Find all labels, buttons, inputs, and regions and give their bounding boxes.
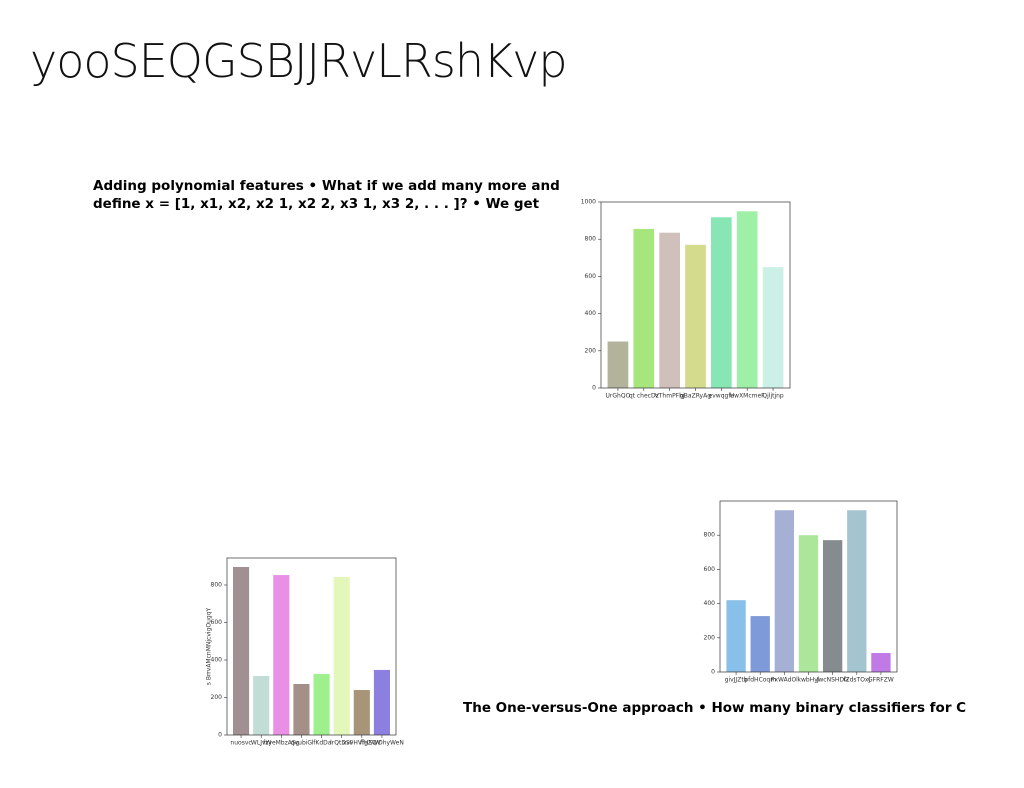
bar bbox=[607, 341, 629, 388]
y-tick-label: 200 bbox=[585, 347, 597, 354]
bar bbox=[736, 211, 758, 388]
bar bbox=[685, 244, 706, 388]
y-tick-label: 0 bbox=[592, 385, 596, 392]
y-axis-label: s BrrvAMcnMNjcvigOugqY bbox=[206, 607, 213, 685]
plot-frame bbox=[719, 500, 898, 673]
x-tick-label: Qjljtjnp bbox=[762, 393, 784, 400]
y-tick-label: 0 bbox=[711, 669, 715, 676]
x-tick-label: fZdsTOxj bbox=[843, 677, 870, 684]
x-tick-label: qvubiG bbox=[291, 740, 313, 747]
y-tick-label: 800 bbox=[211, 582, 223, 589]
y-tick-label: 400 bbox=[585, 310, 597, 317]
x-tick-label: lfKdDa bbox=[312, 740, 332, 747]
bar bbox=[253, 675, 270, 735]
x-tick-label: flHSWDhyWeN bbox=[360, 740, 404, 747]
x-tick-label: GFRFZW bbox=[868, 677, 894, 684]
text-block: Adding polynomial features • What if we … bbox=[93, 178, 560, 212]
bar bbox=[711, 217, 732, 388]
bar bbox=[313, 674, 330, 735]
bar bbox=[871, 653, 891, 672]
x-tick-label: lrQtDSF bbox=[330, 740, 354, 747]
bar bbox=[333, 576, 350, 735]
bar bbox=[847, 510, 867, 672]
x-tick-label: kwbHyl bbox=[798, 677, 820, 684]
x-tick-label: fzyeMbzASg bbox=[263, 740, 300, 747]
bar bbox=[822, 540, 843, 672]
bar bbox=[353, 690, 370, 735]
y-tick-label: 1000 bbox=[581, 199, 596, 206]
bar bbox=[762, 267, 784, 388]
bar bbox=[273, 575, 290, 735]
y-tick-label: 0 bbox=[218, 732, 222, 739]
plot-frame bbox=[226, 557, 397, 736]
x-tick-label: UrGhQO bbox=[606, 393, 631, 400]
x-tick-label: nuosvc bbox=[230, 740, 251, 747]
y-tick-label: 600 bbox=[585, 273, 597, 280]
bar bbox=[726, 600, 746, 672]
bar bbox=[373, 669, 390, 735]
x-tick-label: givJJZtb bbox=[725, 677, 748, 684]
y-tick-label: 400 bbox=[211, 657, 223, 664]
bar bbox=[633, 228, 655, 388]
x-tick-label: VThmPFbj bbox=[655, 393, 685, 400]
y-tick-label: 800 bbox=[585, 236, 597, 243]
y-tick-label: 800 bbox=[704, 532, 716, 539]
x-tick-label: qt checDz bbox=[629, 393, 659, 400]
bar bbox=[233, 567, 250, 735]
x-tick-label: xvvHVfgZQV bbox=[343, 740, 382, 747]
y-tick-label: 600 bbox=[704, 566, 716, 573]
slide-title: yooSEQGSBJJRvLRshKvp bbox=[30, 34, 568, 88]
x-tick-label: evwqgfe bbox=[709, 393, 735, 400]
plot-frame bbox=[600, 201, 791, 389]
y-tick-label: 200 bbox=[704, 634, 716, 641]
x-tick-label: WLJvW bbox=[251, 740, 272, 747]
y-tick-label: 400 bbox=[704, 600, 716, 607]
x-tick-label: gBaZRyAg bbox=[680, 393, 711, 400]
bar bbox=[774, 510, 795, 672]
y-tick-label: 600 bbox=[211, 619, 223, 626]
bar bbox=[293, 684, 310, 735]
x-tick-label: UwXMcmeF bbox=[730, 393, 765, 400]
x-tick-label: JwcNSHDG bbox=[816, 677, 849, 684]
bar bbox=[659, 232, 680, 388]
text-block: The One-versus-One approach • How many b… bbox=[463, 700, 967, 716]
x-tick-label: pfdHCoqm bbox=[744, 677, 776, 684]
bar bbox=[750, 616, 770, 672]
bar bbox=[798, 535, 819, 672]
x-tick-label: PxWAdOl bbox=[771, 677, 798, 684]
y-tick-label: 200 bbox=[211, 694, 223, 701]
